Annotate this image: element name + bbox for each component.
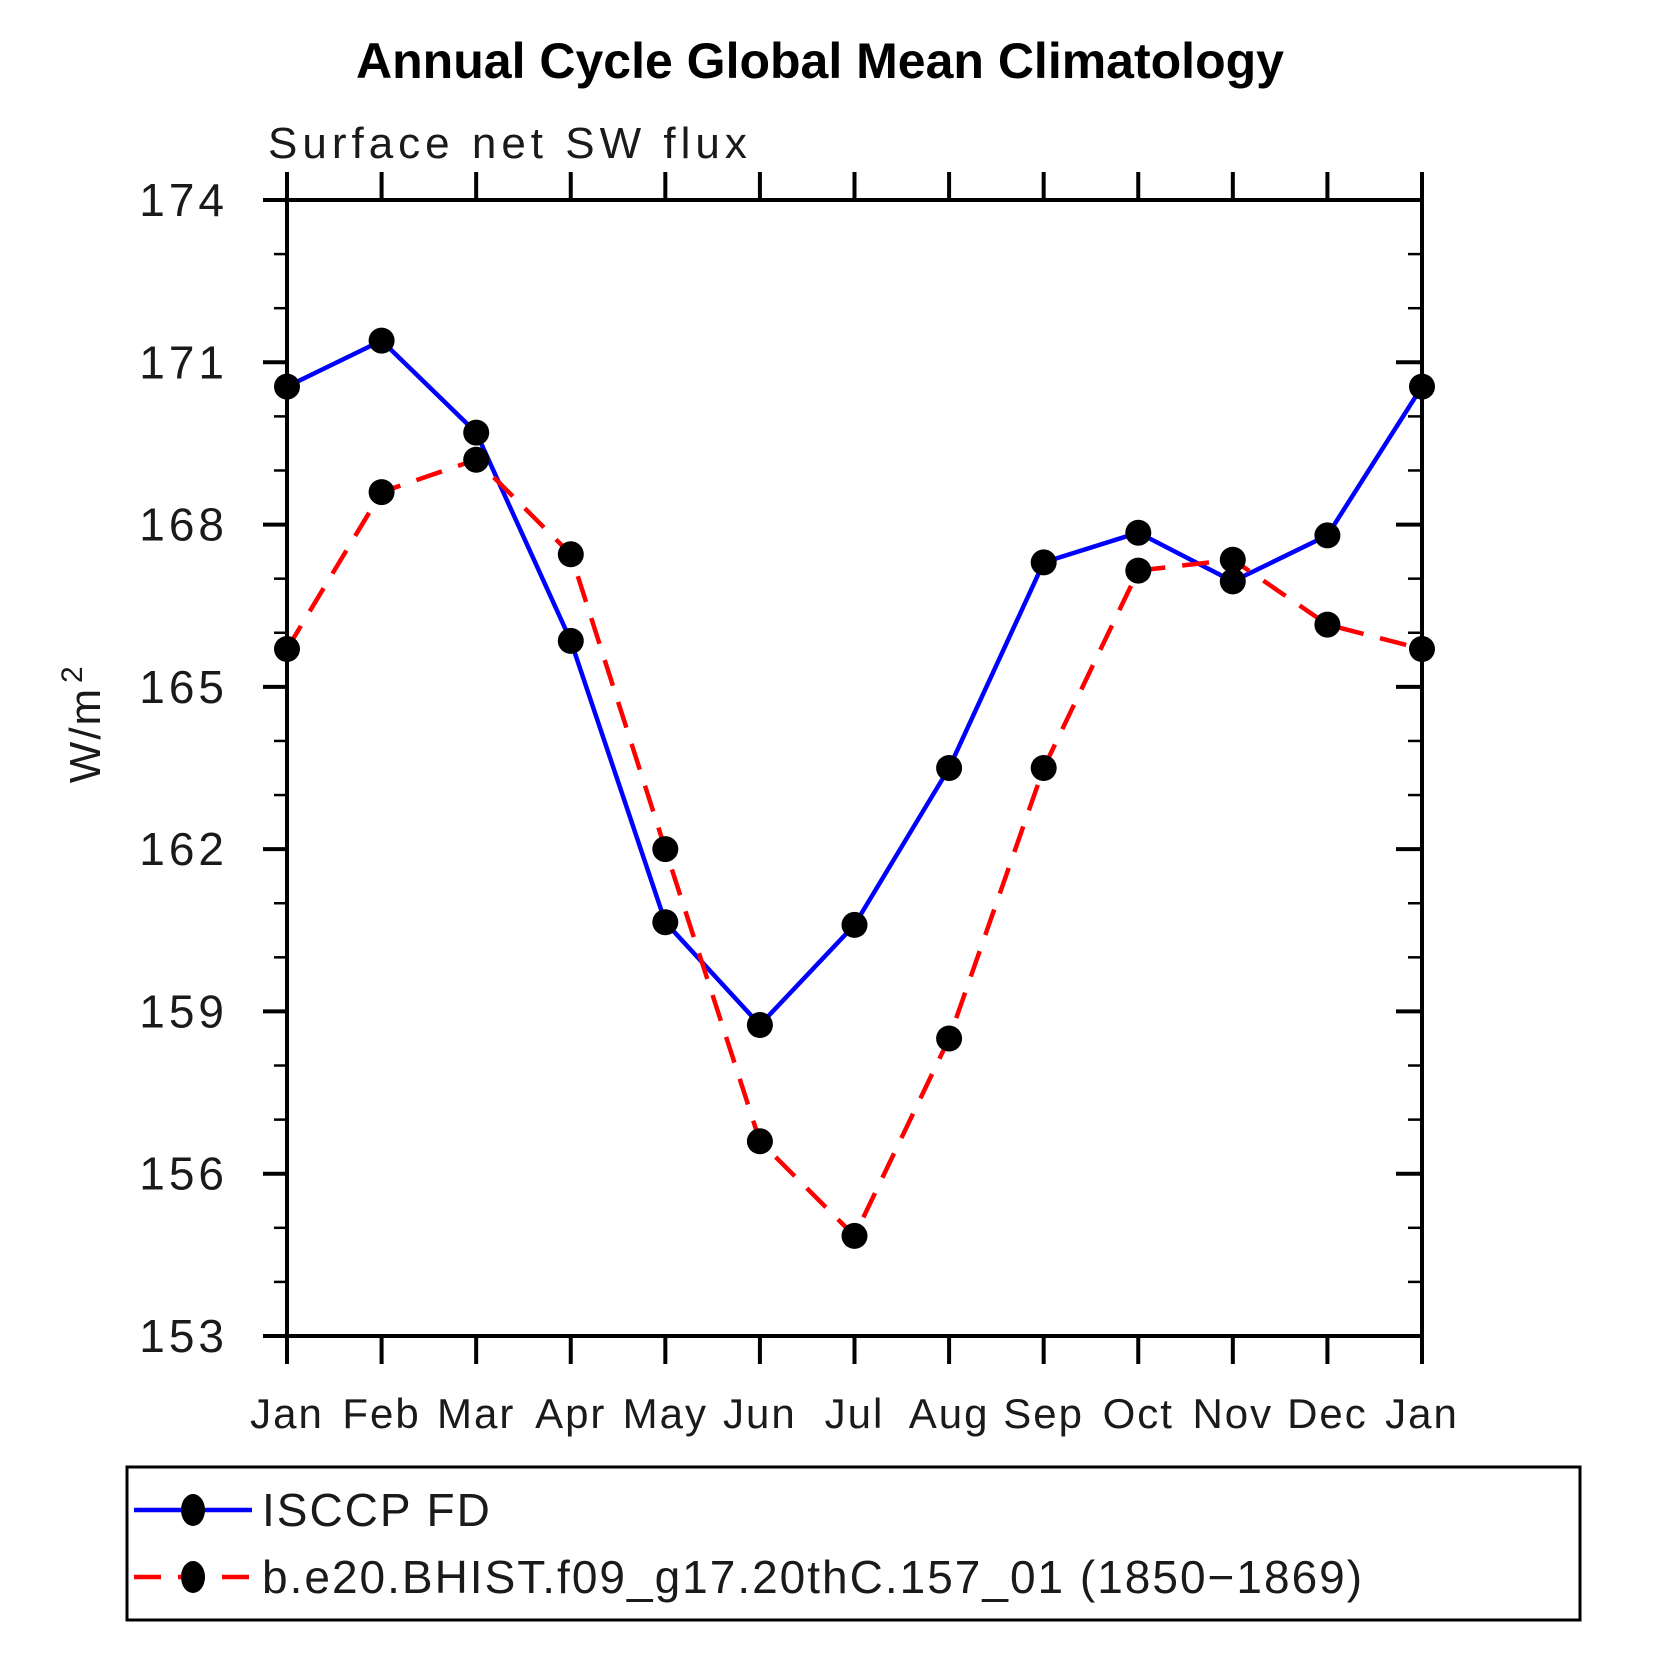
x-month-label: Jan bbox=[250, 1390, 324, 1437]
data-point-marker bbox=[368, 479, 395, 506]
x-month-label: Apr bbox=[535, 1390, 606, 1437]
data-point-marker bbox=[841, 1222, 868, 1249]
data-point-marker bbox=[936, 755, 963, 781]
data-point-marker bbox=[1219, 568, 1246, 595]
x-month-label: Sep bbox=[1003, 1390, 1084, 1437]
y-tick-label: 156 bbox=[139, 1148, 228, 1200]
data-point-marker bbox=[1030, 549, 1057, 576]
y-axis-title: W/m 2 bbox=[56, 666, 110, 783]
data-point-marker bbox=[1409, 636, 1435, 662]
x-month-label: Feb bbox=[342, 1390, 420, 1437]
x-month-label: May bbox=[623, 1390, 708, 1437]
x-month-label: Jun bbox=[723, 1390, 797, 1437]
x-month-label: Jul bbox=[825, 1390, 885, 1437]
y-tick-label: 174 bbox=[139, 174, 228, 226]
y-axis-title-exponent: 2 bbox=[56, 666, 89, 683]
data-point-marker bbox=[557, 627, 584, 654]
data-point-marker bbox=[746, 1012, 773, 1038]
data-point-marker bbox=[936, 1025, 963, 1052]
axes: 174 171 168 165 162 159 156 153 Jan Feb Mar Apr May J… bbox=[139, 172, 1459, 1437]
data-point-marker bbox=[1409, 373, 1435, 400]
legend-marker bbox=[181, 1494, 205, 1526]
data-point-marker bbox=[1314, 611, 1341, 638]
data-point-marker bbox=[274, 636, 300, 662]
legend: ISCCP FD b.e20.BHIST.f09_g17.20thC.157_01… bbox=[125, 1465, 1582, 1622]
legend-label: ISCCP FD bbox=[262, 1484, 492, 1536]
data-point-marker bbox=[557, 541, 584, 568]
x-month-label: Oct bbox=[1103, 1390, 1174, 1437]
data-series bbox=[274, 327, 1435, 1249]
y-tick-label: 171 bbox=[139, 336, 228, 388]
y-tick-label: 168 bbox=[139, 499, 228, 551]
data-point-marker bbox=[652, 836, 679, 863]
data-point-marker bbox=[368, 327, 395, 354]
data-point-marker bbox=[1125, 519, 1152, 546]
legend-marker bbox=[181, 1561, 205, 1593]
data-point-marker bbox=[746, 1128, 773, 1155]
data-point-marker bbox=[1219, 546, 1246, 573]
legend-box bbox=[125, 1465, 1582, 1622]
y-tick-label: 165 bbox=[139, 661, 228, 713]
chart-title: Annual Cycle Global Mean Climatology bbox=[356, 33, 1284, 89]
legend-label: b.e20.BHIST.f09_g17.20thC.157_01 (1850−1… bbox=[262, 1551, 1364, 1603]
data-point-marker bbox=[463, 419, 490, 446]
data-point-marker bbox=[463, 446, 490, 473]
data-point-marker bbox=[1314, 522, 1341, 549]
y-tick-label: 162 bbox=[139, 823, 228, 875]
plot-frame bbox=[285, 198, 1424, 1338]
x-month-label: Jan bbox=[1385, 1390, 1459, 1437]
series-line-model bbox=[285, 457, 1423, 1239]
data-point-marker bbox=[841, 911, 868, 938]
data-point-marker bbox=[1125, 557, 1152, 584]
chart-subtitle: Surface net SW flux bbox=[268, 119, 752, 168]
data-point-marker bbox=[1030, 755, 1057, 781]
x-month-label: Mar bbox=[437, 1390, 515, 1437]
x-month-label: Aug bbox=[909, 1390, 990, 1437]
y-tick-label: 153 bbox=[139, 1310, 228, 1362]
y-tick-label: 159 bbox=[139, 985, 228, 1037]
x-month-label: Nov bbox=[1192, 1390, 1273, 1437]
data-point-marker bbox=[652, 909, 679, 936]
x-month-label: Dec bbox=[1287, 1390, 1368, 1437]
y-axis-title-base: W/m bbox=[61, 687, 110, 783]
data-point-marker bbox=[274, 373, 300, 400]
